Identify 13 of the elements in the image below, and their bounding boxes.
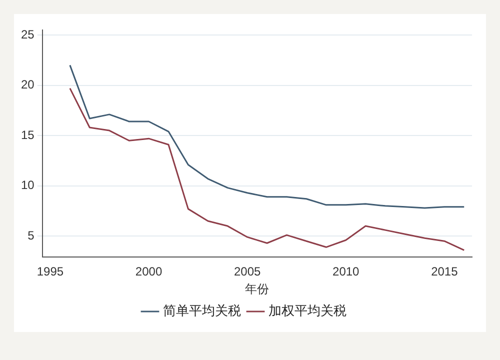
x-tick-label: 2015 [431, 264, 458, 279]
y-tick-label: 20 [20, 78, 35, 92]
x-tick-label: 2005 [234, 264, 261, 279]
legend-label: 加权平均关税 [268, 303, 346, 318]
legend-label: 简单平均关税 [163, 303, 241, 318]
x-axis-title: 年份 [245, 282, 270, 296]
y-tick-label: 5 [28, 228, 35, 242]
x-tick-label: 2000 [135, 264, 162, 279]
y-tick-label: 10 [20, 178, 35, 192]
x-tick-label: 2010 [332, 264, 360, 279]
y-tick-label: 15 [20, 128, 35, 142]
y-tick-label: 25 [20, 27, 35, 42]
x-tick-label: 1995 [36, 264, 64, 279]
